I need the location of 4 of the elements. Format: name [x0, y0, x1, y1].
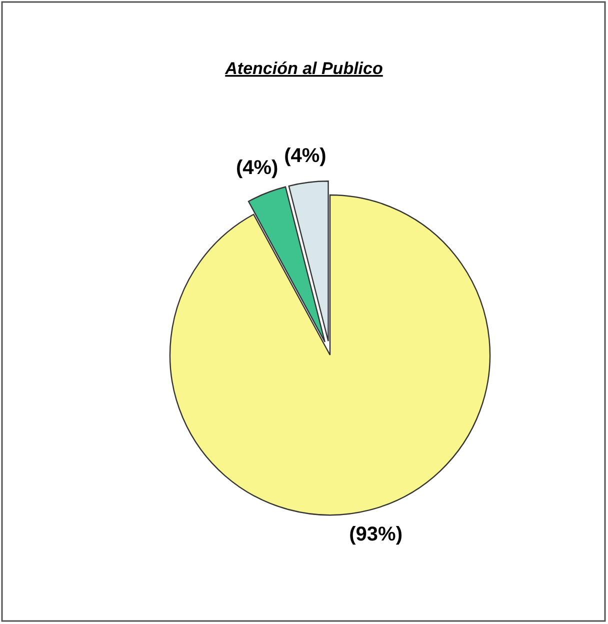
- data-label: (4%): [284, 144, 326, 167]
- data-label: (4%): [236, 157, 278, 180]
- data-label: (93%): [349, 524, 402, 546]
- chart-title: Atención al Publico: [224, 59, 383, 78]
